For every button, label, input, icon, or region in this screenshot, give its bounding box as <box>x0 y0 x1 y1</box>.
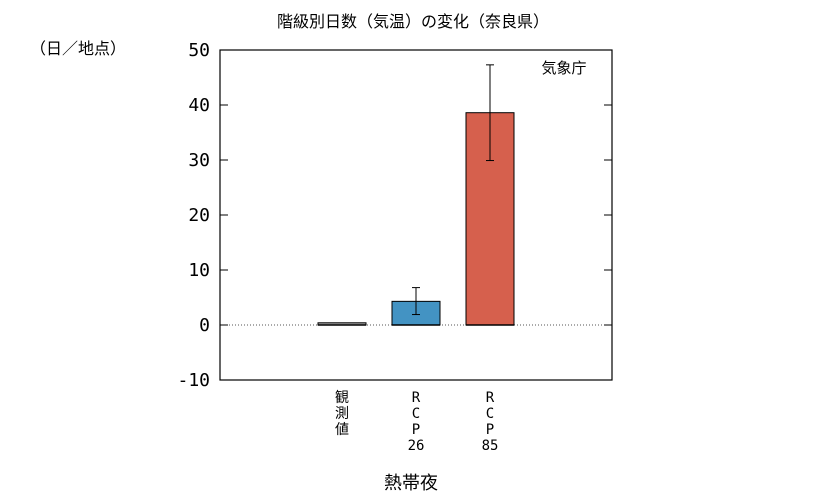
x-category-label-part: P <box>412 422 420 438</box>
y-tick-label: -10 <box>177 370 210 391</box>
x-category-label-part: 測 <box>335 406 349 422</box>
x-category-label-part: R <box>412 390 421 406</box>
plot-area-frame <box>219 49 613 381</box>
x-category-label-part: R <box>486 390 495 406</box>
y-tick-label: 20 <box>188 205 210 226</box>
y-tick-label: 30 <box>188 150 210 171</box>
y-axis-label: （日／地点） <box>30 39 126 58</box>
y-tick-label: 0 <box>199 315 210 336</box>
x-category-label-part: C <box>486 406 494 422</box>
y-tick-label: 10 <box>188 260 210 281</box>
bar-3 <box>465 112 515 326</box>
x-category-label-part: 観 <box>335 389 349 406</box>
y-tick-label: 40 <box>188 95 210 116</box>
x-category-label-part: P <box>486 422 494 438</box>
chart-title: 階級別日数（気温）の変化（奈良県） <box>277 12 549 31</box>
x-category-label-part: C <box>412 406 420 422</box>
x-category-label-part: 値 <box>335 422 349 438</box>
x-category-label-part: 85 <box>482 438 499 454</box>
x-axis-label: 熱帯夜 <box>384 473 438 494</box>
x-category-label-1: 観測値 <box>335 389 349 438</box>
x-category-label-part: 26 <box>408 438 425 454</box>
source-annotation: 気象庁 <box>541 59 586 77</box>
y-tick-label: 50 <box>188 40 210 61</box>
